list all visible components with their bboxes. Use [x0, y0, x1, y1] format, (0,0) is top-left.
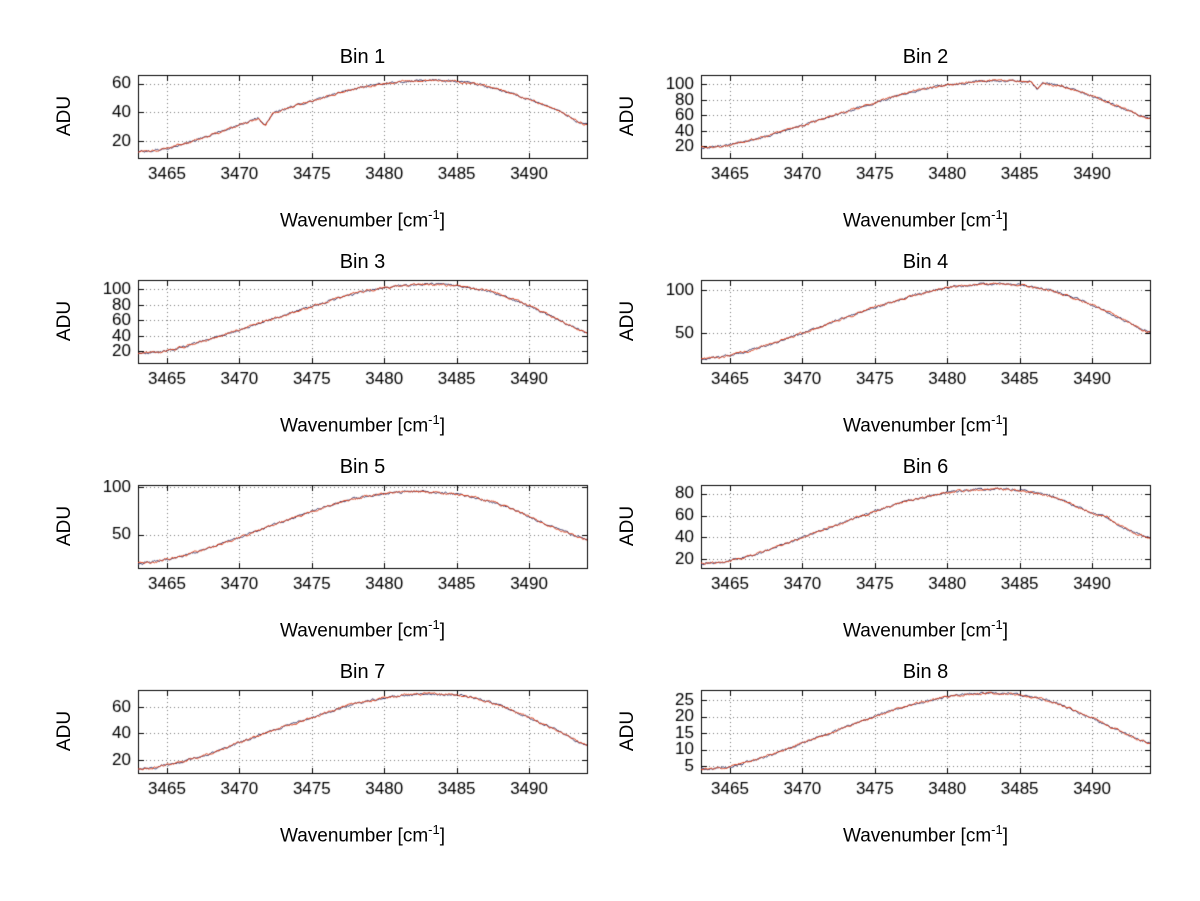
plot-title: Bin 7: [339, 661, 386, 683]
plot-area: ADU: [613, 685, 1158, 815]
plot-title: Bin 4: [902, 251, 949, 273]
subplot-bin-7: Bin 7 ADU Wavenumber [cm-1]: [50, 659, 595, 864]
plot-canvas: [80, 275, 595, 405]
x-axis-label-sup: -1: [991, 412, 1003, 427]
x-axis-label: Wavenumber [cm-1]: [701, 610, 1150, 644]
x-axis-label: Wavenumber [cm-1]: [138, 610, 587, 644]
x-axis-label: Wavenumber [cm-1]: [701, 200, 1150, 234]
plot-title: Bin 8: [902, 661, 949, 683]
y-axis-label: ADU: [50, 275, 80, 405]
x-axis-label-text: Wavenumber [cm: [279, 210, 429, 232]
plot-canvas: [80, 685, 595, 815]
x-axis-label-sup: -1: [991, 617, 1003, 632]
y-axis-label: ADU: [50, 480, 80, 610]
x-axis-label-text: Wavenumber [cm: [842, 415, 992, 437]
plot-canvas: [643, 70, 1158, 200]
plot-area: ADU: [50, 480, 595, 610]
y-axis-label: ADU: [613, 685, 643, 815]
x-axis-label-close: ]: [439, 825, 445, 847]
x-axis-label-text: Wavenumber [cm: [279, 620, 429, 642]
x-axis-label-text: Wavenumber [cm: [279, 415, 429, 437]
y-axis-label-text: ADU: [54, 300, 75, 342]
x-axis-label-close: ]: [1002, 210, 1008, 232]
x-axis-label-sup: -1: [428, 617, 440, 632]
plot-canvas: [80, 70, 595, 200]
x-axis-label-sup: -1: [428, 207, 440, 222]
subplot-bin-4: Bin 4 ADU Wavenumber [cm-1]: [613, 249, 1158, 454]
subplot-bin-6: Bin 6 ADU Wavenumber [cm-1]: [613, 454, 1158, 659]
y-axis-label: ADU: [613, 275, 643, 405]
x-axis-label-close: ]: [1002, 415, 1008, 437]
x-axis-label: Wavenumber [cm-1]: [138, 200, 587, 234]
plot-canvas: [643, 480, 1158, 610]
subplot-bin-2: Bin 2 ADU Wavenumber [cm-1]: [613, 44, 1158, 249]
x-axis-label: Wavenumber [cm-1]: [701, 405, 1150, 439]
x-axis-label-sup: -1: [428, 412, 440, 427]
y-axis-label: ADU: [613, 480, 643, 610]
plot-area: ADU: [50, 70, 595, 200]
x-axis-label-close: ]: [1002, 620, 1008, 642]
y-axis-label-text: ADU: [54, 710, 75, 752]
x-axis-label-text: Wavenumber [cm: [279, 825, 429, 847]
plot-title: Bin 3: [339, 251, 386, 273]
x-axis-label: Wavenumber [cm-1]: [138, 815, 587, 849]
plot-area: ADU: [613, 70, 1158, 200]
y-axis-label-text: ADU: [54, 95, 75, 137]
plot-title: Bin 2: [902, 46, 949, 68]
plot-title: Bin 5: [339, 456, 386, 478]
y-axis-label-text: ADU: [617, 710, 638, 752]
y-axis-label-text: ADU: [617, 95, 638, 137]
x-axis-label-text: Wavenumber [cm: [842, 620, 992, 642]
y-axis-label: ADU: [50, 70, 80, 200]
plot-area: ADU: [50, 685, 595, 815]
y-axis-label-text: ADU: [617, 505, 638, 547]
x-axis-label-text: Wavenumber [cm: [842, 210, 992, 232]
x-axis-label-close: ]: [439, 415, 445, 437]
x-axis-label-text: Wavenumber [cm: [842, 825, 992, 847]
y-axis-label-text: ADU: [617, 300, 638, 342]
x-axis-label-sup: -1: [991, 207, 1003, 222]
plot-title: Bin 1: [339, 46, 386, 68]
plot-canvas: [643, 685, 1158, 815]
x-axis-label-close: ]: [1002, 825, 1008, 847]
x-axis-label-sup: -1: [991, 822, 1003, 837]
y-axis-label-text: ADU: [54, 505, 75, 547]
y-axis-label: ADU: [50, 685, 80, 815]
x-axis-label-close: ]: [439, 620, 445, 642]
subplot-bin-5: Bin 5 ADU Wavenumber [cm-1]: [50, 454, 595, 659]
plot-canvas: [80, 480, 595, 610]
plot-title: Bin 6: [902, 456, 949, 478]
subplot-bin-3: Bin 3 ADU Wavenumber [cm-1]: [50, 249, 595, 454]
y-axis-label: ADU: [613, 70, 643, 200]
plot-area: ADU: [613, 275, 1158, 405]
plot-area: ADU: [50, 275, 595, 405]
x-axis-label-sup: -1: [428, 822, 440, 837]
subplot-bin-1: Bin 1 ADU Wavenumber [cm-1]: [50, 44, 595, 249]
plot-area: ADU: [613, 480, 1158, 610]
subplot-bin-8: Bin 8 ADU Wavenumber [cm-1]: [613, 659, 1158, 864]
x-axis-label: Wavenumber [cm-1]: [138, 405, 587, 439]
x-axis-label-close: ]: [439, 210, 445, 232]
x-axis-label: Wavenumber [cm-1]: [701, 815, 1150, 849]
plot-canvas: [643, 275, 1158, 405]
